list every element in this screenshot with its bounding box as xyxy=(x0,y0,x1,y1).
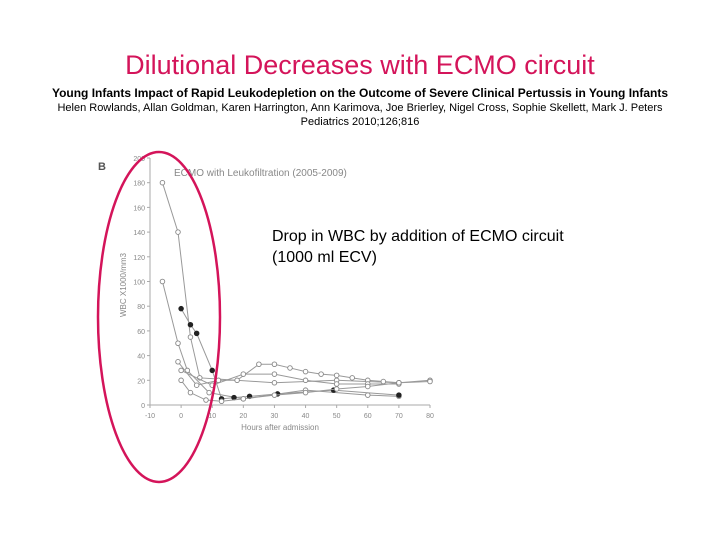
data-point xyxy=(302,377,309,384)
data-point xyxy=(333,386,340,392)
data-point xyxy=(159,278,166,285)
y-tick-label: 100 xyxy=(133,280,145,287)
y-tick-label: 20 xyxy=(137,378,145,385)
data-point xyxy=(365,392,371,398)
data-point xyxy=(271,380,278,386)
data-point xyxy=(193,382,200,388)
data-point xyxy=(203,397,209,403)
data-point xyxy=(333,372,340,379)
data-point xyxy=(365,383,371,390)
series-line-5 xyxy=(180,369,399,386)
data-point xyxy=(271,392,278,398)
x-tick-label: 30 xyxy=(271,413,279,420)
y-tick-label: 60 xyxy=(137,329,145,336)
data-point xyxy=(178,367,184,374)
data-point xyxy=(159,179,166,186)
x-tick-label: 20 xyxy=(239,413,247,420)
y-tick-label: 180 xyxy=(133,181,145,188)
data-point xyxy=(240,396,247,402)
data-point xyxy=(175,229,181,235)
data-point xyxy=(427,378,433,385)
journal-reference: Pediatrics 2010;126;816 xyxy=(300,116,420,128)
data-point xyxy=(396,380,402,386)
data-point xyxy=(302,368,309,375)
x-tick-label: 50 xyxy=(333,413,341,420)
data-point xyxy=(178,305,184,312)
data-point xyxy=(175,340,181,347)
y-tick-label: 140 xyxy=(133,230,145,237)
data-point xyxy=(333,381,340,387)
data-point xyxy=(187,389,194,396)
data-point xyxy=(178,377,184,384)
data-point xyxy=(380,378,387,385)
data-point xyxy=(287,365,293,371)
y-tick-label: 160 xyxy=(133,205,145,212)
panel-label: B xyxy=(98,161,106,173)
data-point xyxy=(396,392,402,398)
data-point xyxy=(175,359,181,365)
data-point xyxy=(187,321,194,328)
data-point xyxy=(271,361,278,367)
series-line-2 xyxy=(161,281,399,400)
x-tick-label: 0 xyxy=(179,413,183,420)
data-point xyxy=(271,371,278,377)
x-tick-label: 40 xyxy=(302,413,310,420)
chart-title: ECMO with Leukofiltration (2005-2009) xyxy=(174,168,347,179)
slide-title: Dilutional Decreases with ECMO circuit xyxy=(125,50,595,80)
data-point xyxy=(240,371,247,377)
highlight-ellipse xyxy=(96,150,222,484)
annotation-callout: Drop in WBC by addition of ECMO circuit … xyxy=(272,226,632,268)
x-tick-label: 80 xyxy=(426,413,434,420)
y-axis-label: WBC X1000/mm3 xyxy=(119,252,128,317)
paper-title: Young Infants Impact of Rapid Leukodeple… xyxy=(51,86,669,100)
data-point xyxy=(302,389,309,396)
x-tick-label: -10 xyxy=(145,413,155,420)
data-point xyxy=(187,334,194,340)
y-tick-label: 80 xyxy=(137,304,145,311)
series-line-1 xyxy=(161,182,431,384)
data-point xyxy=(349,375,355,381)
data-point xyxy=(193,330,200,337)
data-point xyxy=(234,377,240,384)
data-point xyxy=(209,367,215,374)
data-point xyxy=(318,371,324,377)
data-point xyxy=(206,389,212,396)
x-tick-label: 10 xyxy=(208,413,216,420)
y-tick-label: 0 xyxy=(141,403,145,410)
data-point xyxy=(256,361,262,367)
x-axis-label: Hours after admission xyxy=(241,423,319,432)
x-tick-label: 60 xyxy=(364,413,372,420)
y-tick-label: 40 xyxy=(137,354,145,361)
y-tick-label: 120 xyxy=(133,255,145,262)
x-tick-label: 70 xyxy=(395,413,403,420)
callout-line-2: (1000 ml ECV) xyxy=(272,249,377,266)
author-list: Helen Rowlands, Allan Goldman, Karen Har… xyxy=(57,102,663,114)
data-point xyxy=(218,398,225,405)
paper-citation: Helen Rowlands, Allan Goldman, Karen Har… xyxy=(0,101,720,129)
callout-line-1: Drop in WBC by addition of ECMO circuit xyxy=(272,228,564,245)
